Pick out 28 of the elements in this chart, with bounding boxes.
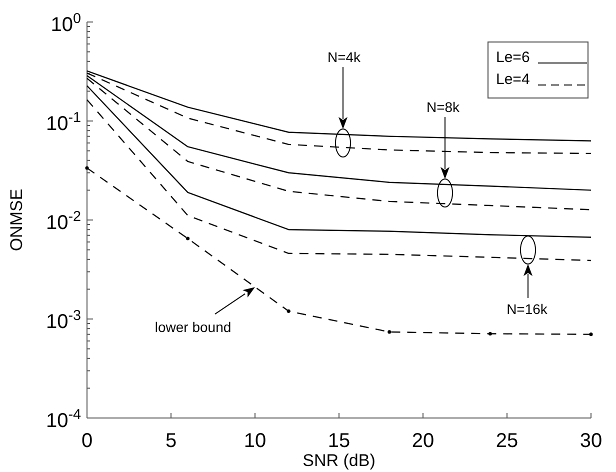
x-tick-label: 20 xyxy=(412,430,434,452)
x-tick-label: 25 xyxy=(496,430,518,452)
annotation: N=8k xyxy=(426,99,461,115)
y-axis-title: ONMSE xyxy=(7,188,26,252)
y-tick-label: 10$^{-2}$ xyxy=(46,209,81,234)
point xyxy=(186,236,190,240)
annotation: N=16k xyxy=(506,301,548,317)
annotation: lower bound xyxy=(154,319,232,336)
y-tick-label: 10$^{-4}$ xyxy=(46,407,81,432)
legend-label: Le=4 xyxy=(496,71,530,88)
x-tick-label: 10 xyxy=(244,430,266,452)
point xyxy=(286,309,290,313)
x-tick-label: 0 xyxy=(81,430,93,452)
point xyxy=(388,330,392,334)
point xyxy=(488,332,492,336)
annotation: N=4k xyxy=(327,49,362,65)
y-tick-label: 10$^{-3}$ xyxy=(46,308,81,333)
legend-label: Le=6 xyxy=(496,49,530,66)
point xyxy=(85,166,89,170)
x-tick-label: 15 xyxy=(328,430,350,452)
x-tick-label: 5 xyxy=(165,430,177,452)
x-tick-label: 30 xyxy=(580,430,602,452)
line-series xyxy=(86,85,592,238)
line-series xyxy=(86,99,592,262)
y-tick-label: 10$^{-1}$ xyxy=(46,110,81,135)
y-tick-label: 10$^{0}$ xyxy=(50,11,81,36)
x-axis-title: SNR (dB) xyxy=(302,451,376,470)
point xyxy=(589,332,593,336)
